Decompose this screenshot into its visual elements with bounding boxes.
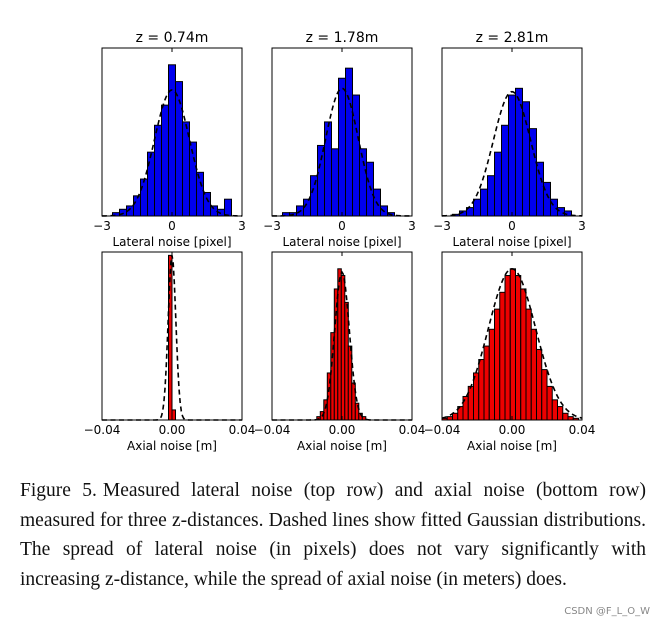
histogram-bar (317, 144, 325, 217)
histogram-bar (562, 412, 569, 421)
histogram-bar (154, 124, 162, 217)
histogram-bar (473, 198, 481, 217)
x-axis-label: Lateral noise [pixel] (112, 235, 231, 249)
histogram-bar (494, 151, 502, 217)
gaussian-fit-line (441, 267, 583, 419)
histogram-bar (480, 188, 488, 217)
histogram-bar (536, 161, 544, 217)
x-axis-label: Lateral noise [pixel] (282, 235, 401, 249)
x-axis-label: Lateral noise [pixel] (452, 235, 571, 249)
histogram-bar (337, 268, 342, 421)
histogram-bar (504, 275, 511, 421)
watermark: CSDN @F_L_O_W (564, 606, 650, 617)
x-axis-label: Axial noise [m] (297, 439, 387, 453)
histogram-bar (536, 348, 543, 421)
x-tick-label: 3 (408, 219, 416, 233)
x-tick-label: 0.04 (229, 423, 256, 437)
figure-caption: Figure 5. Measured lateral noise (top row… (20, 476, 646, 594)
histogram-bar (359, 148, 367, 217)
histogram-bar (557, 406, 564, 421)
histogram-bar (487, 175, 495, 217)
histogram-bar (324, 121, 332, 217)
x-tick-label: −3 (433, 219, 451, 233)
histogram-bar (446, 416, 453, 421)
histogram-bar (522, 101, 530, 217)
histogram-bar (483, 345, 490, 421)
x-tick-label: 0.00 (159, 423, 186, 437)
histogram-bar (494, 308, 501, 421)
figure-panels: −3 0 3 Lateral noise [pixel] z = 0.74m −3 0 3 La… (84, 30, 596, 453)
histogram-bar (488, 328, 495, 421)
gaussian-fit-line (101, 89, 243, 217)
histogram-bar (508, 94, 516, 217)
x-tick-label: 0.04 (569, 423, 596, 437)
histogram-bar (224, 198, 232, 217)
panel-title: z = 2.81m (476, 30, 549, 46)
histogram-bar (140, 178, 148, 217)
x-tick-label: 0.00 (329, 423, 356, 437)
histogram-bar (196, 171, 204, 217)
histogram-bar (340, 275, 346, 421)
histogram-bar (203, 191, 211, 217)
x-tick-label: 3 (238, 219, 246, 233)
histogram-bar (345, 67, 353, 217)
histogram-bar (323, 399, 328, 421)
histogram-bar (338, 77, 346, 217)
gaussian-fit-line (271, 87, 413, 217)
histogram-bar (541, 369, 548, 421)
histogram-bar (133, 195, 141, 217)
histogram-bar (515, 275, 522, 421)
gaussian-fit-line (441, 90, 583, 217)
x-tick-label: 0.00 (499, 423, 526, 437)
histogram-bar (509, 268, 516, 421)
x-tick-label: 0 (338, 219, 346, 233)
x-tick-label: 0.04 (399, 423, 426, 437)
panel-title: z = 0.74m (136, 30, 209, 46)
histogram-bar (546, 385, 553, 421)
x-tick-label: −3 (263, 219, 281, 233)
x-tick-label: 3 (578, 219, 586, 233)
histogram-bar (529, 128, 537, 217)
x-tick-label: −0.04 (84, 423, 121, 437)
x-tick-label: 0 (168, 219, 176, 233)
histogram-bar (530, 328, 537, 421)
histogram-bar (499, 291, 506, 421)
histogram-bar (161, 104, 169, 217)
histogram-bar (520, 288, 527, 421)
histogram-bar (567, 416, 574, 421)
x-tick-label: −3 (93, 219, 111, 233)
histogram-bar (525, 308, 532, 421)
histogram-bar (310, 175, 318, 217)
x-axis-label: Axial noise [m] (127, 439, 217, 453)
histogram-bar (551, 399, 558, 421)
x-tick-label: −0.04 (424, 423, 461, 437)
x-tick-label: 0 (508, 219, 516, 233)
x-tick-label: −0.04 (254, 423, 291, 437)
x-axis-label: Axial noise [m] (467, 439, 557, 453)
histogram-bar (557, 207, 565, 217)
histogram-bar (452, 412, 459, 421)
histogram-bar (168, 64, 176, 217)
histogram-bar (331, 148, 339, 217)
histogram-bar (344, 301, 349, 421)
panel-title: z = 1.78m (306, 30, 379, 46)
caption-text: Measured lateral noise (top row) and axi… (20, 480, 646, 590)
histogram-bar (171, 409, 176, 421)
histogram-bar (333, 288, 339, 421)
caption-label: Figure 5. (20, 480, 97, 501)
gaussian-fit-line (272, 270, 412, 421)
histogram-bar (478, 359, 485, 421)
histogram-bar (501, 124, 509, 217)
histogram-bar (467, 385, 474, 421)
